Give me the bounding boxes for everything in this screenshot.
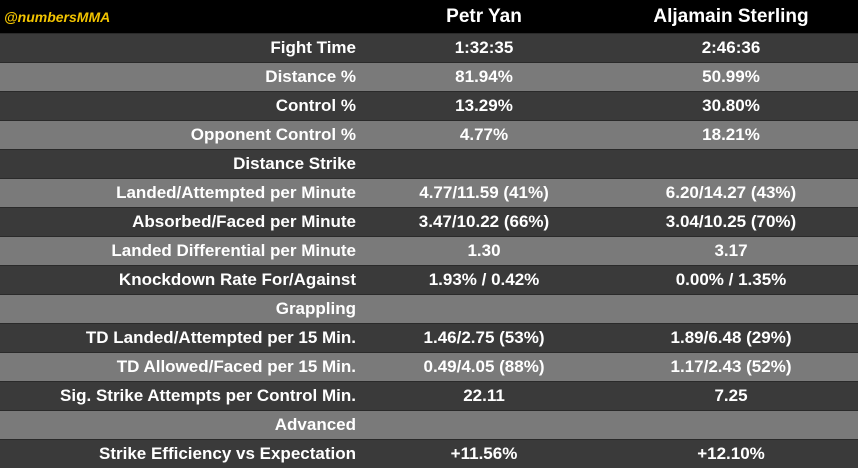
table-row: Control % 13.29% 30.80% [0, 91, 858, 120]
table-row: Fight Time 1:32:35 2:46:36 [0, 33, 858, 62]
fighter-b-value: 50.99% [702, 67, 760, 86]
table-row: Sig. Strike Attempts per Control Min. 22… [0, 381, 858, 410]
row-label: TD Allowed/Faced per 15 Min. [116, 357, 356, 376]
fighter-b-name: Aljamain Sterling [653, 5, 809, 27]
fighter-b-value: 6.20/14.27 (43%) [665, 183, 797, 202]
fighter-a-value: 81.94% [455, 67, 513, 86]
brand-handle: @numbersMMA [4, 8, 111, 25]
table-row: Absorbed/Faced per Minute 3.47/10.22 (66… [0, 207, 858, 236]
fighter-b-value: 1.89/6.48 (29%) [670, 328, 792, 347]
row-label: Control % [275, 96, 356, 115]
fighter-b-value: 3.04/10.25 (70%) [665, 212, 797, 231]
row-label: Absorbed/Faced per Minute [132, 212, 356, 231]
fighter-a-value: 1.30 [467, 241, 501, 260]
fighter-b-value: 7.25 [714, 386, 748, 405]
table-row: Landed/Attempted per Minute 4.77/11.59 (… [0, 178, 858, 207]
row-label: Knockdown Rate For/Against [118, 270, 356, 289]
row-label: Strike Efficiency vs Expectation [99, 444, 356, 463]
table-row: Opponent Control % 4.77% 18.21% [0, 120, 858, 149]
section-label: Grappling [275, 299, 356, 318]
fighter-a-value: 22.11 [463, 386, 505, 405]
fighter-a-value: 1:32:35 [454, 38, 514, 57]
fighter-a-value: 4.77/11.59 (41%) [419, 183, 549, 202]
table-header: @numbersMMA Petr Yan Aljamain Sterling [0, 0, 858, 33]
fighter-a-value: 1.46/2.75 (53%) [423, 328, 545, 347]
fighter-b-value: 0.00% / 1.35% [675, 270, 787, 289]
fighter-b-value: 2:46:36 [701, 38, 761, 57]
row-label: Opponent Control % [190, 125, 356, 144]
fighter-b-value: 1.17/2.43 (52%) [670, 357, 792, 376]
fighter-a-value: 4.77% [459, 125, 509, 144]
section-label: Advanced [274, 415, 356, 434]
fighter-a-value: 13.29% [455, 96, 513, 115]
fighter-a-value: 0.49/4.05 (88%) [423, 357, 545, 376]
section-row: Distance Strike [0, 149, 858, 178]
row-label: Sig. Strike Attempts per Control Min. [60, 386, 356, 405]
row-label: Landed Differential per Minute [111, 241, 356, 260]
row-label: Fight Time [270, 38, 356, 57]
table-row: Knockdown Rate For/Against 1.93% / 0.42%… [0, 265, 858, 294]
fighter-a-value: 3.47/10.22 (66%) [418, 212, 550, 231]
fighter-b-value: 30.80% [702, 96, 760, 115]
table-row: TD Landed/Attempted per 15 Min. 1.46/2.7… [0, 323, 858, 352]
fighter-b-value: +12.10% [697, 444, 765, 463]
section-label: Distance Strike [233, 154, 356, 173]
fighter-a-value: +11.56% [450, 444, 518, 463]
table-row: Strike Efficiency vs Expectation +11.56%… [0, 439, 858, 468]
table-row: Distance % 81.94% 50.99% [0, 62, 858, 91]
row-label: Landed/Attempted per Minute [116, 183, 356, 202]
row-label: TD Landed/Attempted per 15 Min. [85, 328, 356, 347]
table-row: Landed Differential per Minute 1.30 3.17 [0, 236, 858, 265]
table-row: TD Allowed/Faced per 15 Min. 0.49/4.05 (… [0, 352, 858, 381]
fighter-b-value: 3.17 [714, 241, 748, 260]
fighter-b-value: 18.21% [702, 125, 760, 144]
fighter-a-value: 1.93% / 0.42% [428, 270, 540, 289]
fighter-a-name: Petr Yan [446, 5, 522, 27]
row-label: Distance % [265, 67, 356, 86]
section-row: Advanced [0, 410, 858, 439]
section-row: Grappling [0, 294, 858, 323]
